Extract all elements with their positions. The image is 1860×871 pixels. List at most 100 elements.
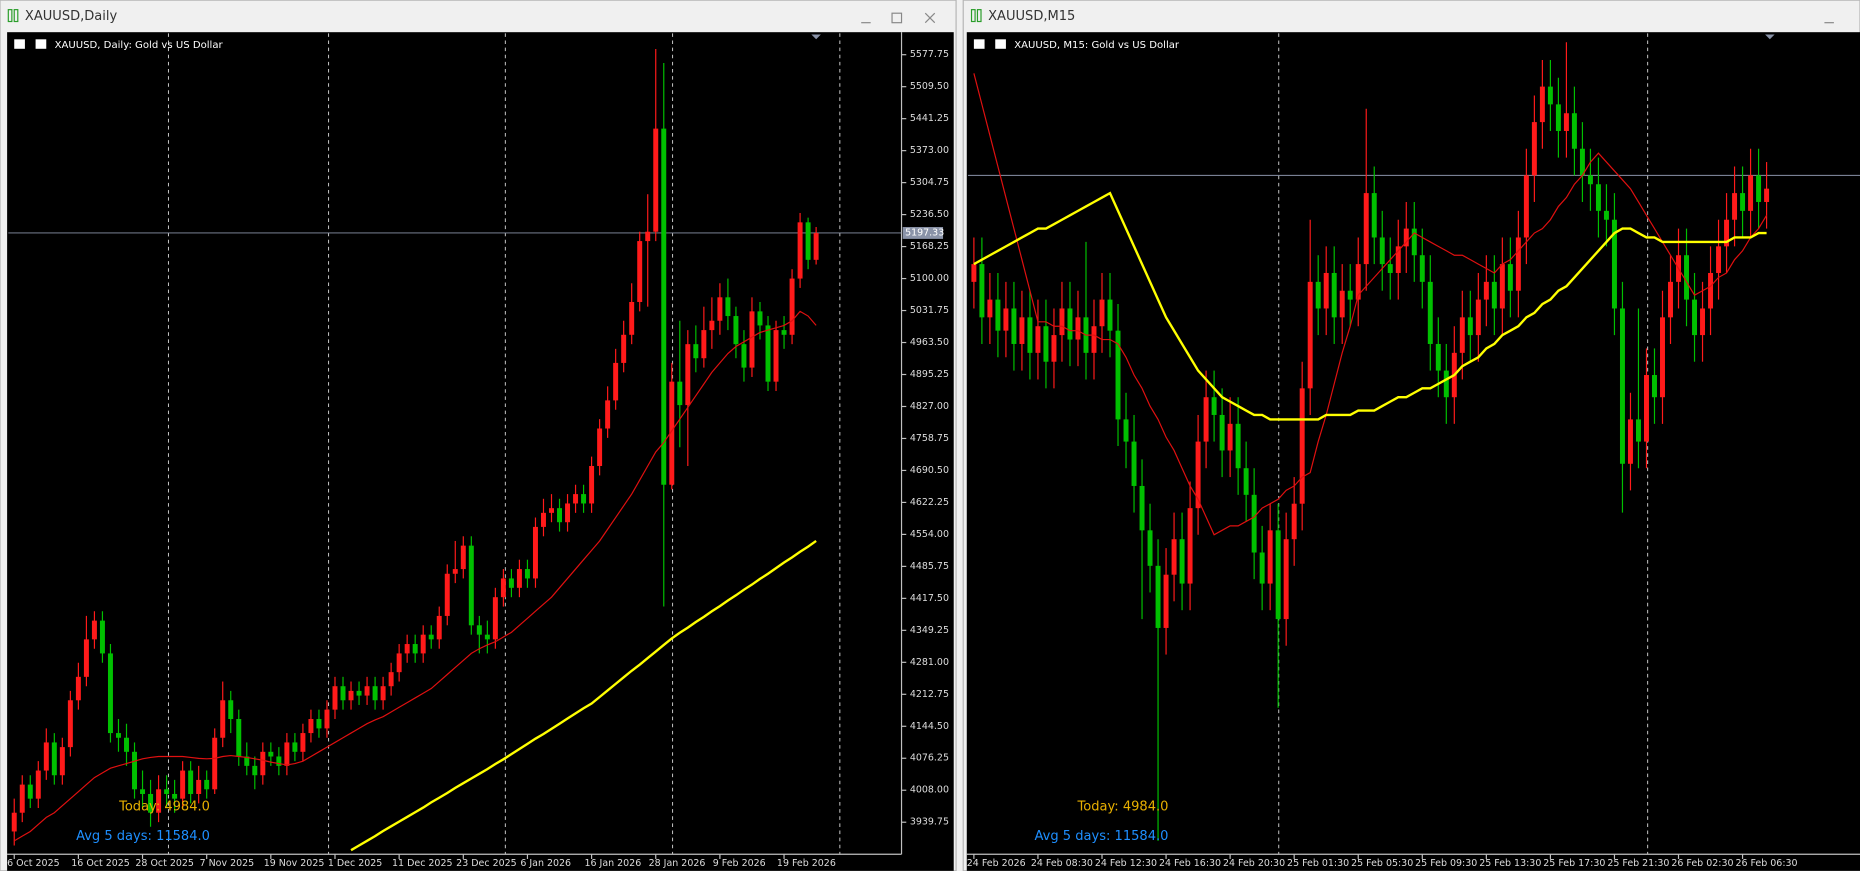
candle-body [115, 733, 121, 738]
candle-body [757, 311, 763, 326]
candle-body [1491, 281, 1497, 309]
candle-body [1539, 86, 1545, 123]
chart-background [966, 32, 1860, 871]
candle-body [1716, 246, 1722, 273]
candle-body [107, 653, 113, 734]
candle-body [1700, 308, 1706, 336]
candle-body [1547, 86, 1553, 105]
candle-body [685, 344, 691, 406]
candle-body [164, 789, 170, 794]
candle-body [276, 756, 282, 766]
candle-body [1203, 397, 1209, 442]
y-tick-label: 4690.50 [910, 465, 949, 476]
candle-body [549, 508, 554, 513]
candle-body [773, 330, 779, 382]
x-tick-label: 19 Nov 2025 [264, 858, 325, 869]
x-tick-label: 26 Feb 06:30 [1735, 858, 1797, 869]
candle-body [348, 690, 354, 701]
candle-body [1323, 272, 1329, 309]
x-tick-label: 25 Feb 01:30 [1287, 858, 1349, 869]
y-tick-label: 4963.50 [910, 337, 949, 348]
moving-average [13, 310, 817, 842]
candle-body [1259, 552, 1265, 584]
candle-body [124, 737, 129, 752]
y-tick-label: 3939.75 [910, 817, 949, 828]
candle-body [67, 700, 73, 748]
candle-body [228, 700, 234, 720]
x-tick-label: 28 Oct 2025 [135, 858, 194, 869]
candle-body [132, 751, 138, 790]
y-tick-label: 4417.50 [910, 593, 949, 604]
candle-body [581, 494, 587, 504]
candle-body [621, 334, 627, 363]
candle-body [1347, 290, 1353, 300]
x-tick-label: 26 Feb 02:30 [1671, 858, 1733, 869]
candle-body [1131, 441, 1137, 486]
candle-body [27, 784, 33, 799]
candle-body [1099, 299, 1105, 327]
window-icon [970, 9, 976, 23]
candle-body [645, 231, 651, 242]
shift-marker [1765, 34, 1775, 40]
candle-body [1115, 330, 1121, 420]
plot-area [967, 42, 1860, 841]
close-button[interactable] [924, 12, 936, 24]
candle-body [1555, 104, 1561, 131]
candle-body [805, 222, 811, 260]
candle-body [661, 128, 667, 485]
y-tick-label: 5373.00 [910, 145, 949, 156]
maximize-button[interactable] [891, 12, 903, 24]
x-tick-label: 24 Feb 08:30 [1031, 858, 1093, 869]
candle-body [1379, 237, 1385, 265]
candle-body [597, 428, 603, 466]
x-tick-label: 24 Feb 12:30 [1095, 858, 1157, 869]
candle-body [1483, 281, 1489, 300]
candle-body [1243, 468, 1249, 495]
candle-body [75, 676, 81, 701]
y-tick-label: 5236.50 [910, 209, 949, 220]
candle-body [1371, 193, 1377, 238]
chart-title: XAUUSD, M15: Gold vs US Dollar [1014, 40, 1180, 51]
candle-body [444, 573, 450, 616]
candle-body [11, 812, 17, 832]
candle-body [1035, 326, 1041, 353]
candle-body [589, 465, 595, 504]
header-icon [35, 39, 47, 49]
candle-body [1043, 326, 1049, 362]
candle-body [669, 381, 675, 485]
candle-body [1523, 175, 1529, 238]
candle-body [1619, 308, 1625, 464]
candle-body [452, 569, 458, 574]
candle-body [573, 494, 579, 504]
candle-body [1403, 228, 1409, 247]
candle-body [428, 634, 434, 640]
candle-body [1163, 574, 1169, 628]
candle-body [1211, 397, 1217, 415]
candle-body [300, 733, 306, 752]
candle-body [971, 264, 977, 282]
candle-body [979, 264, 985, 318]
candle-body [1467, 317, 1473, 336]
chart-title: XAUUSD, Daily: Gold vs US Dollar [55, 40, 224, 51]
candle-body [1019, 317, 1025, 344]
candle-body [1579, 148, 1585, 176]
candle-body [1692, 299, 1698, 336]
y-tick-label: 4485.75 [910, 561, 949, 572]
candle-body [1187, 508, 1193, 584]
candle-body [629, 301, 635, 335]
x-tick-label: 19 Feb 2026 [777, 858, 836, 869]
candle-body [1307, 281, 1313, 389]
candle-body [749, 311, 755, 368]
candle-body [797, 222, 803, 279]
y-tick-label: 4212.75 [910, 689, 949, 700]
candle-body [813, 233, 819, 260]
candle-body [1155, 565, 1161, 628]
candle-body [741, 344, 747, 368]
annotation: Today: 4984.0 [118, 799, 210, 814]
x-tick-label: 16 Jan 2026 [584, 858, 641, 869]
candle-body [372, 686, 378, 701]
moving-average [973, 191, 1767, 421]
candle-body [35, 770, 41, 799]
candle-body [725, 297, 731, 317]
candle-body [1195, 441, 1201, 509]
